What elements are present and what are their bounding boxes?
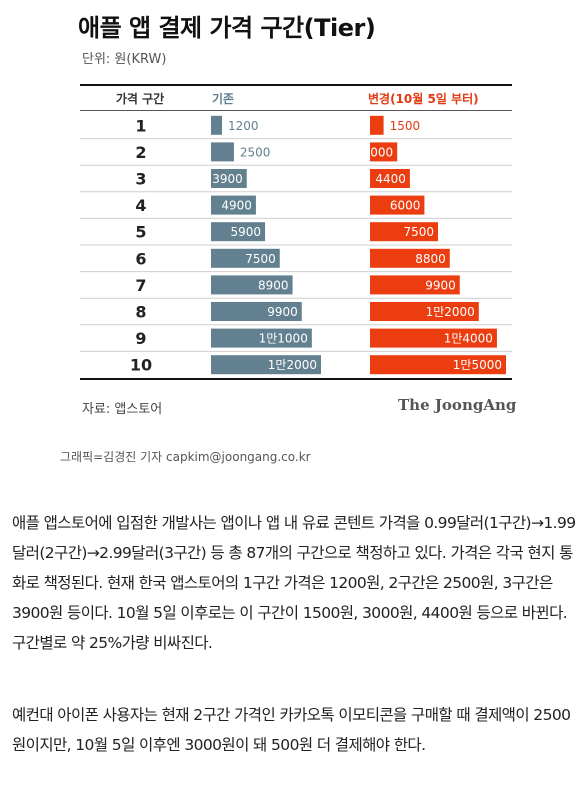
table-bottom-rule: [80, 378, 512, 380]
bar-changed: [370, 248, 450, 268]
data-label-current: 9900: [267, 305, 298, 319]
bar-current: [211, 275, 293, 295]
data-label-changed: 8800: [415, 252, 446, 266]
bar-changed: [370, 169, 410, 188]
tier-label: 6: [135, 249, 146, 268]
bar-current: [211, 248, 280, 268]
column-header-tier: 가격 구간: [115, 92, 165, 106]
tier-label: 10: [130, 356, 152, 375]
tier-label: 3: [135, 170, 146, 189]
data-label-changed: 1만2000: [426, 305, 475, 319]
tier-label: 2: [135, 143, 146, 162]
data-label-changed: 1만5000: [453, 358, 502, 372]
data-label-changed: 6000: [390, 199, 421, 213]
bar-changed: [370, 275, 460, 295]
bar-changed: [370, 302, 479, 321]
bar-current: [211, 302, 302, 321]
data-label-changed: 9900: [425, 278, 456, 292]
article-paragraph: 애플 앱스토어에 입점한 개발사는 앱이나 앱 내 유료 콘텐트 가격을 0.9…: [12, 514, 576, 652]
bar-changed: [370, 115, 384, 135]
graphic-credit: 그래픽=김경진 기자 capkim@joongang.co.kr: [60, 450, 311, 464]
source-note: 자료: 앱스토어: [82, 402, 163, 417]
bar-changed: [370, 328, 497, 348]
data-label-current: 3900: [212, 172, 243, 186]
table-header-rule: [80, 110, 512, 111]
data-label-current: 7500: [245, 252, 276, 266]
bar-changed: [370, 142, 398, 162]
data-label-current: 2500: [240, 145, 271, 159]
column-header-changed: 변경(10월 5일 부터): [368, 92, 479, 106]
bar-changed: [370, 222, 438, 242]
data-label-current: 1만1000: [259, 332, 308, 346]
bar-changed: [370, 195, 425, 215]
bar-changed: [370, 355, 506, 375]
article-paragraph: 예컨대 아이폰 사용자는 현재 2구간 가격인 카카오톡 이모티콘을 구매할 때…: [12, 706, 571, 754]
data-label-current: 1200: [228, 119, 259, 133]
chart-title: 애플 앱 결제 가격 구간(Tier): [78, 14, 376, 42]
bar-current: [211, 222, 266, 242]
bar-current: [211, 328, 312, 348]
data-label-changed: 3000: [363, 145, 394, 159]
tier-label: 7: [135, 276, 146, 295]
bar-current: [211, 195, 256, 215]
data-label-changed: 1500: [390, 119, 421, 133]
bar-current: [211, 169, 247, 188]
tier-label: 4: [135, 196, 146, 215]
brand-logo: The JoongAng: [398, 396, 517, 414]
data-label-changed: 7500: [403, 225, 434, 239]
data-label-current: 4900: [221, 199, 252, 213]
table-top-rule: [80, 84, 512, 86]
data-label-current: 8900: [258, 278, 289, 292]
data-label-current: 1만2000: [268, 358, 317, 372]
price-tier-chart: 1 1200 1500 2 2500 3000 3 3900 4400 4 4900 6000 5 590…: [80, 115, 512, 375]
tier-label: 5: [135, 223, 146, 242]
unit-label: 단위: 원(KRW): [82, 52, 167, 67]
bar-current: [211, 355, 321, 375]
bar-current: [211, 142, 234, 162]
data-label-changed: 1만4000: [444, 332, 493, 346]
data-label-current: 5900: [231, 225, 262, 239]
column-header-current: 기존: [212, 92, 235, 106]
bar-current: [211, 115, 222, 135]
tier-label: 9: [135, 329, 146, 348]
tier-label: 1: [135, 116, 146, 135]
tier-label: 8: [135, 303, 146, 322]
article-body: 애플 앱스토어에 입점한 개발사는 앱이나 앱 내 유료 콘텐트 가격을 0.9…: [12, 508, 582, 802]
data-label-changed: 4400: [375, 172, 406, 186]
